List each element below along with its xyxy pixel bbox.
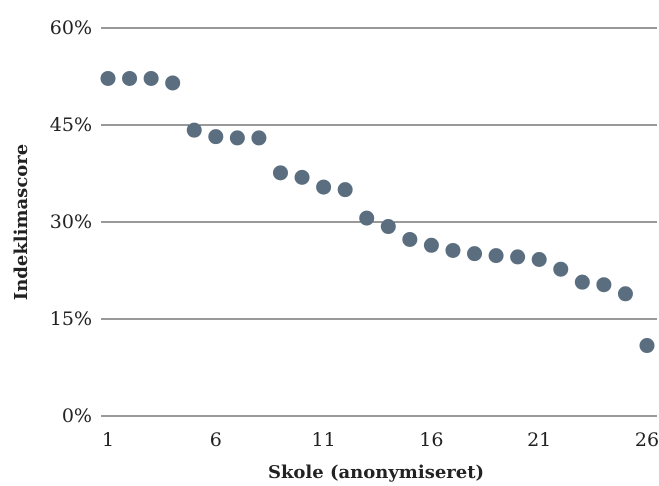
y-axis-tick-labels: 0% 15% 30% 45% 60% [50,17,92,427]
data-point [143,70,159,86]
y-axis-title: Indeklimascore [11,144,32,300]
data-point [380,219,396,235]
data-point [316,179,332,195]
data-points [100,70,655,354]
data-point [122,70,138,86]
x-axis-title: Skole (anonymiseret) [268,462,484,483]
y-tick-label: 0% [62,405,92,427]
gridlines [101,27,657,417]
data-point [639,338,655,354]
y-tick-label: 30% [50,211,92,233]
x-tick-label: 11 [312,429,336,451]
x-tick-label: 21 [527,429,551,451]
data-point [531,252,547,268]
data-point [294,169,310,185]
y-tick-label: 60% [50,17,92,39]
data-point [402,231,418,247]
data-point [229,130,245,146]
data-point [251,130,267,146]
data-point [208,129,224,145]
y-tick-label: 15% [50,308,92,330]
data-point [445,242,461,258]
data-point [467,246,483,262]
data-point [337,182,353,198]
x-tick-label: 16 [419,429,443,451]
data-point [574,274,590,290]
data-point [596,277,612,293]
data-point [488,248,504,264]
data-point [272,165,288,181]
data-point [423,237,439,253]
x-tick-label: 6 [210,429,222,451]
x-tick-label: 26 [635,429,659,451]
data-point [553,261,569,277]
x-tick-label: 1 [102,429,114,451]
data-point [617,286,633,302]
data-point [359,210,375,226]
y-tick-label: 45% [50,114,92,136]
x-axis-tick-labels: 1 6 11 16 21 26 [102,429,659,451]
data-point [100,70,116,86]
data-point [186,122,202,138]
data-point [165,75,181,91]
data-point [510,249,526,265]
